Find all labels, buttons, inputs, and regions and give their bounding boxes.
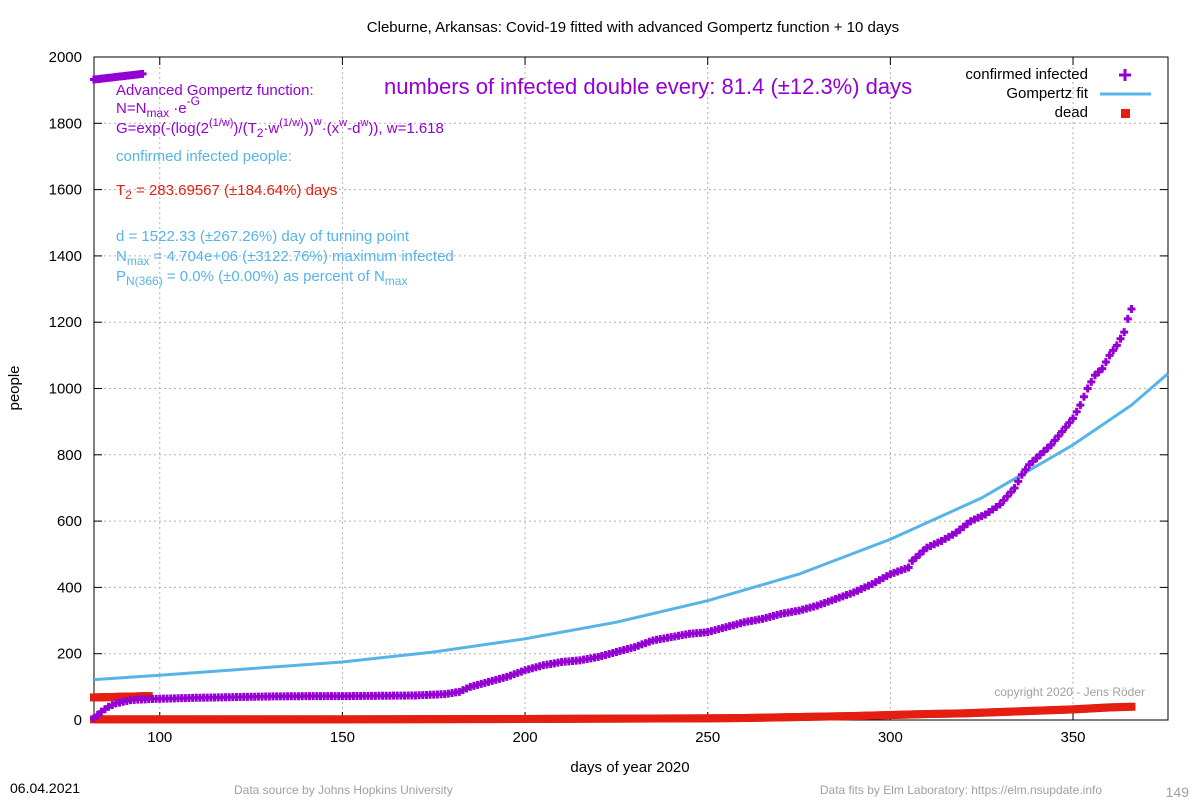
x-tick-label: 200 bbox=[513, 729, 538, 746]
legend-marker-dead bbox=[1121, 109, 1130, 118]
x-axis-label: days of year 2020 bbox=[570, 759, 689, 776]
legend-label-dead: dead bbox=[1055, 104, 1088, 121]
infected-point bbox=[1076, 401, 1085, 410]
footer-page-number: 149 bbox=[1166, 784, 1190, 800]
y-tick-label: 0 bbox=[74, 712, 82, 729]
footer-source: Data source by Johns Hopkins University bbox=[234, 783, 453, 797]
turning-point-annotation: d = 1522.33 (±267.26%) day of turning po… bbox=[116, 228, 410, 245]
footer-fits: Data fits by Elm Laboratory: https://elm… bbox=[820, 783, 1102, 797]
y-tick-label: 600 bbox=[57, 513, 82, 530]
infected-point bbox=[1083, 384, 1092, 393]
x-tick-label: 350 bbox=[1061, 729, 1086, 746]
infected-point bbox=[1105, 351, 1114, 360]
legend: confirmed infected Gompertz fit dead bbox=[965, 66, 1151, 121]
infected-point bbox=[1047, 440, 1056, 449]
infected-point bbox=[1014, 477, 1023, 486]
y-tick-label: 1600 bbox=[49, 182, 82, 199]
legend-label-gompertz: Gompertz fit bbox=[1006, 85, 1089, 102]
formula-n: N=Nmax ·e-G bbox=[116, 94, 200, 120]
infected-point bbox=[1069, 414, 1078, 423]
infected-point-early bbox=[138, 69, 147, 78]
formula-heading: Advanced Gompertz function: bbox=[116, 82, 314, 99]
x-tick-label: 100 bbox=[147, 729, 172, 746]
t2-annotation: T2 = 283.69567 (±184.64%) days bbox=[116, 182, 337, 202]
legend-marker-infected bbox=[1119, 69, 1131, 81]
y-tick-label: 1400 bbox=[49, 248, 82, 265]
infected-point bbox=[1054, 432, 1063, 441]
legend-label-infected: confirmed infected bbox=[965, 66, 1088, 83]
infected-point bbox=[1120, 328, 1129, 337]
infected-point bbox=[1021, 465, 1030, 474]
infected-point bbox=[904, 563, 913, 572]
y-tick-label: 1000 bbox=[49, 381, 82, 398]
y-tick-label: 800 bbox=[57, 447, 82, 464]
infected-point bbox=[1065, 418, 1074, 427]
nmax-annotation: Nmax = 4.704e+06 (±3122.76%) maximum inf… bbox=[116, 248, 454, 268]
dead-point bbox=[1127, 702, 1136, 711]
confirmed-heading: confirmed infected people: bbox=[116, 148, 292, 165]
infected-point bbox=[1116, 334, 1125, 343]
y-tick-label: 200 bbox=[57, 646, 82, 663]
infected-point bbox=[1087, 377, 1096, 386]
y-tick-label: 400 bbox=[57, 579, 82, 596]
footer-date: 06.04.2021 bbox=[10, 780, 80, 796]
chart-title: Cleburne, Arkansas: Covid-19 fitted with… bbox=[367, 19, 899, 36]
y-tick-label: 2000 bbox=[49, 49, 82, 66]
x-tick-label: 250 bbox=[695, 729, 720, 746]
infected-point bbox=[1079, 392, 1088, 401]
doubling-annotation: numbers of infected double every: 81.4 (… bbox=[384, 74, 912, 99]
x-tick-label: 150 bbox=[330, 729, 355, 746]
infected-point bbox=[1010, 483, 1019, 492]
infected-point bbox=[1112, 341, 1121, 350]
infected-point bbox=[1072, 407, 1081, 416]
axis-ticks: 100 150 200 250 300 350 0 200 400 600 800 1000 1200 1… bbox=[49, 49, 1168, 746]
y-tick-label: 1800 bbox=[49, 115, 82, 132]
y-tick-label: 1200 bbox=[49, 314, 82, 331]
infected-point bbox=[1050, 436, 1059, 445]
infected-point bbox=[1123, 314, 1132, 323]
infected-point bbox=[1098, 364, 1107, 373]
infected-point bbox=[1017, 470, 1026, 479]
formula-g: G=exp(-(log(2(1/w))/(T2·w(1/w)))w·(xw-dw… bbox=[116, 116, 444, 140]
infected-point bbox=[1127, 304, 1136, 313]
infected-point bbox=[1109, 346, 1118, 355]
percent-annotation: PN(366) = 0.0% (±0.00%) as percent of Nm… bbox=[116, 268, 407, 288]
gompertz-fit-line bbox=[93, 372, 1169, 682]
data-marks bbox=[90, 69, 1169, 724]
infected-point bbox=[1061, 423, 1070, 432]
y-axis-label: people bbox=[6, 365, 23, 410]
x-tick-label: 300 bbox=[878, 729, 903, 746]
infected-point bbox=[1058, 427, 1067, 436]
infected-point bbox=[1101, 357, 1110, 366]
copyright: copyright 2020 - Jens Röder bbox=[994, 685, 1145, 699]
